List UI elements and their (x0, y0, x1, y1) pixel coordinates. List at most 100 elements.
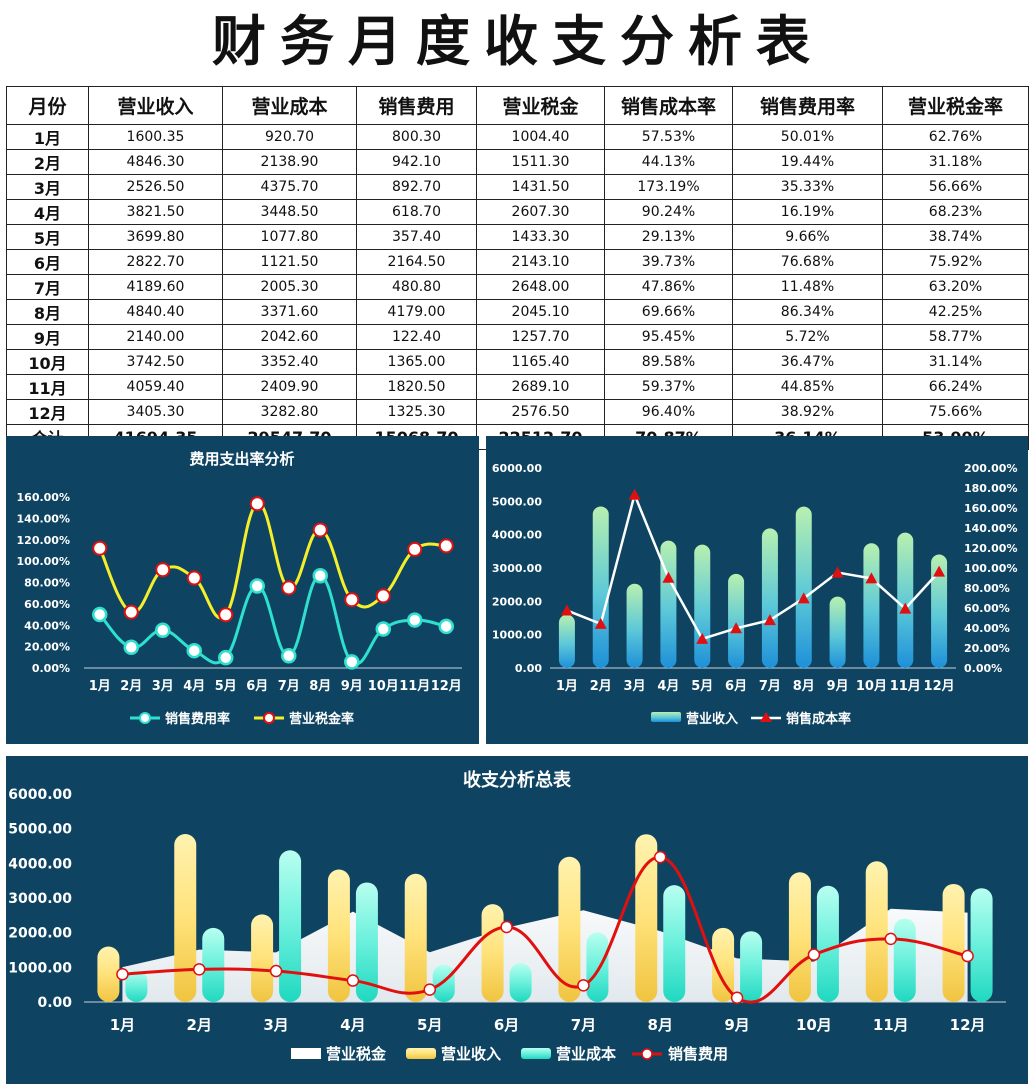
cost-bar (355, 882, 378, 1002)
income-bar (863, 543, 880, 668)
month-cell: 1月 (6, 124, 89, 150)
cost-bar (893, 918, 916, 1002)
y-tick-left: 5000.00 (492, 495, 542, 508)
value-cell: 29.13% (604, 224, 733, 250)
expense-point (730, 991, 744, 1005)
cost-rate-marker (933, 565, 946, 577)
x-tick-label: 11月 (399, 679, 430, 694)
value-cell: 96.40% (604, 399, 733, 425)
cost-rate-line (566, 490, 941, 641)
table-header-cell: 营业税金 (476, 86, 605, 125)
month-cell: 4月 (6, 199, 89, 225)
value-cell: 2045.10 (476, 299, 605, 325)
y-tick-label: 80.00% (24, 577, 70, 590)
value-cell: 122.40 (356, 324, 477, 350)
value-cell: 2648.00 (476, 274, 605, 300)
income-bar (626, 583, 643, 668)
x-tick-label: 6月 (725, 679, 747, 694)
income-bar (558, 856, 581, 1002)
value-cell: 1121.50 (222, 249, 357, 275)
series-1-point (249, 578, 265, 594)
cost-bar (970, 888, 993, 1002)
x-tick-label: 10月 (368, 679, 399, 694)
income-bar (174, 833, 197, 1002)
month-cell: 6月 (6, 249, 89, 275)
x-tick-label: 7月 (759, 679, 781, 694)
x-tick-label: 10月 (856, 679, 887, 694)
y-tick-right: 140.00% (964, 522, 1017, 535)
month-cell: 2月 (6, 149, 89, 175)
y-tick-label: 140.00% (17, 512, 70, 525)
cost-rate-marker (696, 632, 709, 644)
x-tick-label: 9月 (724, 1016, 749, 1034)
legend-label: 销售费用率 (165, 711, 230, 727)
series-2-point (186, 570, 202, 586)
value-cell: 2042.60 (222, 324, 357, 350)
value-cell: 11.48% (732, 274, 883, 300)
value-cell: 1325.30 (356, 399, 477, 425)
value-cell: 3821.50 (88, 199, 223, 225)
y-tick-left: 4000.00 (492, 529, 542, 542)
value-cell: 4189.60 (88, 274, 223, 300)
income-combo-chart: 0.00 1000.00 2000.00 3000.00 4000.00 5000.00 6… (492, 462, 1018, 727)
cost-bar (202, 927, 225, 1002)
income-bar (97, 946, 120, 1002)
y-tick-label: 160.00% (17, 491, 70, 504)
expense-point (116, 968, 129, 981)
chart-panel-rate: 费用支出率分析 0.00% 20.00% 40.00% 60.00% 80.00% 100.… (6, 436, 479, 744)
value-cell: 1431.50 (476, 174, 605, 200)
y-tick-right: 160.00% (964, 502, 1017, 515)
value-cell: 3282.80 (222, 399, 357, 425)
cost-rate-marker (560, 604, 573, 616)
value-cell: 31.18% (882, 149, 1029, 175)
cost-bar (663, 885, 686, 1002)
value-cell: 1511.30 (476, 149, 605, 175)
value-cell: 44.13% (604, 149, 733, 175)
value-cell: 31.14% (882, 349, 1029, 375)
value-cell: 800.30 (356, 124, 477, 150)
page-title: 财务月度收支分析表 (212, 10, 824, 73)
y-tick-label: 5000.00 (8, 822, 72, 838)
series-2-point (218, 607, 234, 623)
expense-point (807, 948, 821, 961)
expense-point (577, 979, 590, 992)
y-tick-label: 0.00 (37, 995, 72, 1011)
month-cell: 12月 (6, 399, 89, 425)
table-row: 6月 2822.70 1121.50 2164.50 2143.10 39.73% 76.6… (6, 249, 1029, 275)
expense-point (193, 963, 206, 976)
x-tick-label: 2月 (187, 1016, 212, 1034)
series-2-point (407, 541, 423, 557)
y-tick-label: 0.00% (32, 662, 70, 675)
month-cell: 10月 (6, 349, 89, 375)
legend-marker-2 (263, 712, 275, 724)
series-2-point (281, 580, 297, 596)
expense-point (269, 964, 283, 978)
x-tick-label: 3月 (152, 679, 174, 694)
x-tick-label: 1月 (110, 1016, 135, 1034)
y-tick-right: 180.00% (964, 482, 1017, 495)
x-tick-label: 1月 (89, 679, 111, 694)
value-cell: 2576.50 (476, 399, 605, 425)
value-cell: 4846.30 (88, 149, 223, 175)
table-row: 3月 2526.50 4375.70 892.70 1431.50 173.19% 35.3… (6, 174, 1029, 200)
x-tick-label: 11月 (873, 1016, 909, 1034)
income-bar (694, 544, 711, 668)
series-1-point (92, 606, 108, 623)
value-cell: 42.25% (882, 299, 1029, 325)
income-bar (761, 528, 778, 668)
y-tick-right: 120.00% (964, 542, 1017, 555)
y-tick-right: 60.00% (964, 602, 1010, 615)
income-bar (327, 869, 350, 1002)
value-cell: 892.70 (356, 174, 477, 200)
table-row: 10月 3742.50 3352.40 1365.00 1165.40 89.58% 36.… (6, 349, 1029, 375)
legend-marker-expense (641, 1048, 653, 1060)
month-cell: 7月 (6, 274, 89, 300)
y-tick-left: 2000.00 (492, 595, 542, 608)
x-tick-label: 9月 (827, 679, 849, 694)
value-cell: 63.20% (882, 274, 1029, 300)
value-cell: 4375.70 (222, 174, 357, 200)
income-bar (660, 540, 677, 668)
table-header-cell: 销售费用率 (732, 86, 883, 125)
value-cell: 75.66% (882, 399, 1029, 425)
series-line-2 (98, 502, 447, 620)
